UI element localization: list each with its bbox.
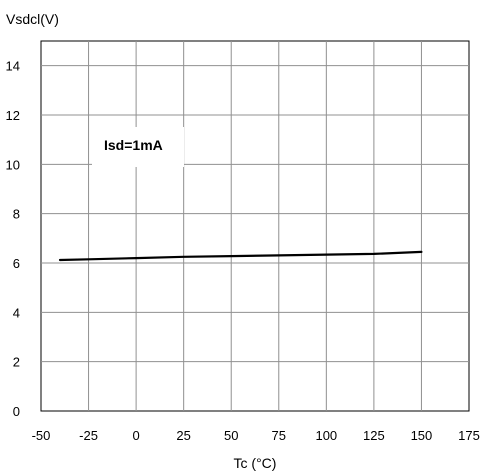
x-tick-label: 0 <box>132 428 139 443</box>
annotation-background <box>92 127 184 167</box>
series-layer <box>58 250 423 262</box>
grid <box>41 41 469 411</box>
plot-frame <box>40 40 470 412</box>
x-tick-label: 50 <box>224 428 238 443</box>
x-axis-title: Tc (°C) <box>234 455 277 471</box>
x-tick-label: 100 <box>315 428 337 443</box>
x-tick-label: 150 <box>411 428 433 443</box>
y-tick-label: 10 <box>6 157 20 172</box>
y-tick-label: 4 <box>13 305 20 320</box>
x-tick-label: 25 <box>176 428 190 443</box>
x-tick-label: -25 <box>79 428 98 443</box>
y-tick-label: 6 <box>13 256 20 271</box>
annotation-isd: Isd=1mA <box>104 137 163 153</box>
series-line <box>58 250 423 262</box>
x-tick-label: -50 <box>32 428 51 443</box>
y-axis-title: Vsdcl(V) <box>6 11 59 27</box>
tick-labels: -50 -25 0 25 50 75 100 125 150 175 0 2 4 6 8 10 12 14 <box>6 59 480 443</box>
x-tick-label: 75 <box>272 428 286 443</box>
y-tick-label: 8 <box>13 207 20 222</box>
y-tick-label: 12 <box>6 108 20 123</box>
y-tick-label: 2 <box>13 355 20 370</box>
x-tick-label: 175 <box>458 428 480 443</box>
x-tick-label: 125 <box>363 428 385 443</box>
y-tick-label: 14 <box>6 59 20 74</box>
y-tick-label: 0 <box>13 404 20 419</box>
